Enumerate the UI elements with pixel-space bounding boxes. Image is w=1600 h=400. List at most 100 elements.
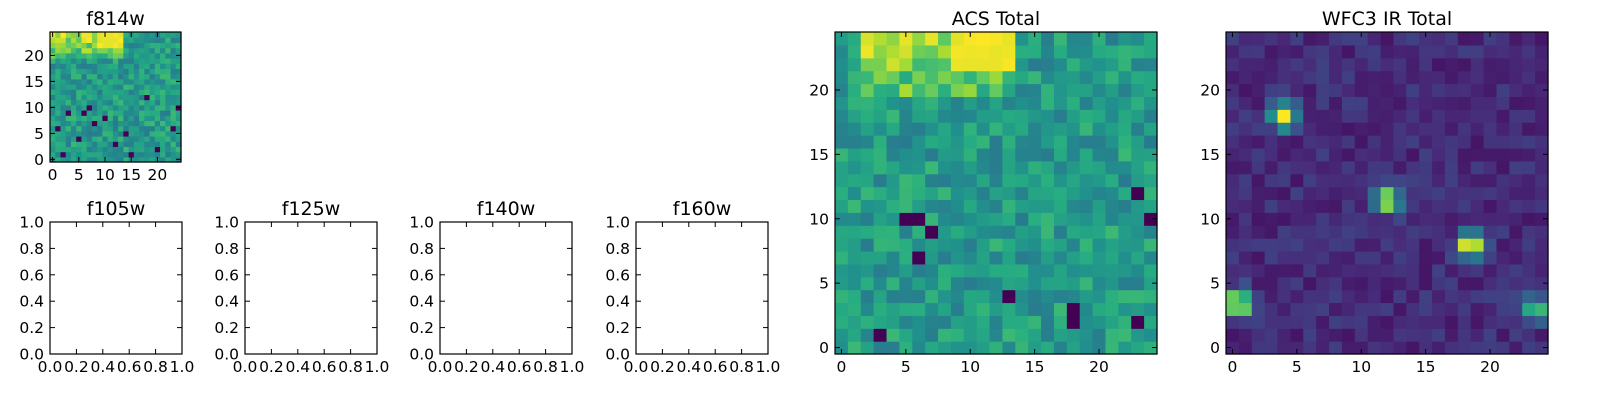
heatmap-cell xyxy=(899,263,913,278)
heatmap-cell xyxy=(1303,263,1317,278)
heatmap-cell xyxy=(1079,328,1094,342)
heatmap-cell xyxy=(149,58,156,64)
heatmap-cell xyxy=(1380,238,1395,252)
heatmap-cell xyxy=(55,94,62,101)
heatmap-cell xyxy=(1144,109,1158,123)
heatmap-cell xyxy=(1316,302,1330,316)
heatmap-cell xyxy=(123,151,130,158)
heatmap-cell xyxy=(1457,328,1472,342)
heatmap-cell xyxy=(1509,315,1523,329)
heatmap-cell xyxy=(1290,302,1304,316)
heatmap-cell xyxy=(1041,44,1055,59)
heatmap-cell xyxy=(50,58,56,64)
heatmap-cell xyxy=(123,156,130,163)
heatmap-cell xyxy=(873,238,888,252)
heatmap-cell xyxy=(1303,341,1317,355)
heatmap-cell xyxy=(1341,122,1356,136)
heatmap-cell xyxy=(107,156,114,163)
heatmap-cell xyxy=(1144,32,1158,46)
heatmap-cell xyxy=(1432,186,1446,201)
heatmap-cell xyxy=(1277,122,1291,136)
heatmap-cell xyxy=(847,289,862,304)
heatmap-cell xyxy=(1015,109,1029,123)
heatmap-cell xyxy=(102,146,109,153)
heatmap-cell xyxy=(1393,302,1407,316)
heatmap-cell xyxy=(91,104,98,111)
heatmap-cell xyxy=(128,125,135,132)
heatmap-cell xyxy=(60,68,67,75)
heatmap-cell xyxy=(899,341,913,355)
heatmap-cell xyxy=(112,125,119,132)
heatmap-cell xyxy=(128,52,135,59)
heatmap-cell xyxy=(76,125,83,132)
heatmap-cell xyxy=(963,70,978,85)
heatmap-cell xyxy=(1028,328,1042,342)
heatmap-cell xyxy=(81,125,88,132)
heatmap-cell xyxy=(139,89,145,95)
heatmap-cell xyxy=(989,109,1004,123)
heatmap-cell xyxy=(139,68,145,75)
heatmap-cell xyxy=(1496,199,1510,213)
heatmap-cell xyxy=(1380,212,1395,226)
heatmap-cell xyxy=(97,110,103,116)
heatmap-cell xyxy=(912,57,926,72)
x-tick-label: 0.0 xyxy=(233,358,258,376)
heatmap-cell xyxy=(65,58,72,64)
heatmap-cell xyxy=(989,96,1004,110)
heatmap-cell xyxy=(1131,83,1145,97)
heatmap-cell xyxy=(149,68,156,75)
heatmap-cell xyxy=(1041,135,1055,149)
heatmap-cell xyxy=(963,186,978,201)
heatmap-cell xyxy=(1092,263,1107,278)
heatmap-cell xyxy=(175,68,182,75)
heatmap-cell xyxy=(1303,32,1317,46)
heatmap-cell xyxy=(1406,250,1420,265)
heatmap-cell xyxy=(1053,238,1068,252)
heatmap-cell xyxy=(912,250,926,265)
heatmap-cell xyxy=(1028,276,1042,291)
heatmap-cell xyxy=(873,57,888,72)
heatmap-cell xyxy=(112,130,119,137)
heatmap-cell xyxy=(1354,173,1369,188)
heatmap-cell xyxy=(160,146,166,153)
y-tick-label: 0.0 xyxy=(409,346,434,364)
heatmap-cell xyxy=(50,89,56,95)
heatmap-cell xyxy=(144,120,151,127)
heatmap-cell xyxy=(873,263,888,278)
x-tick-label: 20 xyxy=(148,166,168,184)
x-tick-label: 0.4 xyxy=(480,358,505,376)
heatmap-cell xyxy=(1457,276,1472,291)
heatmap-cell xyxy=(912,263,926,278)
heatmap-cell xyxy=(938,173,952,188)
heatmap-cell xyxy=(1496,70,1510,85)
heatmap-cell xyxy=(1329,32,1343,46)
heatmap-cell xyxy=(65,99,72,106)
heatmap-cell xyxy=(1496,302,1510,316)
heatmap-cell xyxy=(1226,109,1240,123)
heatmap-cell xyxy=(1290,147,1304,162)
x-tick-label: 15 xyxy=(1416,358,1436,376)
heatmap-cell xyxy=(1066,32,1081,46)
heatmap-cell xyxy=(989,70,1004,85)
heatmap-cell xyxy=(899,160,913,175)
heatmap-cell xyxy=(925,96,939,110)
heatmap-cell xyxy=(70,136,77,142)
heatmap-cell xyxy=(55,52,62,59)
heatmap-cell xyxy=(1483,109,1498,123)
heatmap-cell xyxy=(1535,44,1549,59)
heatmap-cell xyxy=(1118,44,1132,59)
heatmap-cell xyxy=(899,109,913,123)
heatmap-cell xyxy=(86,73,93,80)
heatmap-cell xyxy=(1226,135,1240,149)
heatmap-cell xyxy=(989,289,1004,304)
heatmap-cell xyxy=(1264,289,1279,304)
heatmap-cell xyxy=(1522,160,1536,175)
heatmap-cell xyxy=(989,160,1004,175)
heatmap-cell xyxy=(133,37,140,43)
heatmap-cell xyxy=(1226,186,1240,201)
heatmap-cell xyxy=(1105,186,1119,201)
heatmap-cell xyxy=(1535,212,1549,226)
heatmap-cell xyxy=(76,136,83,142)
heatmap-cell xyxy=(1444,186,1459,201)
heatmap-cell xyxy=(70,120,77,127)
